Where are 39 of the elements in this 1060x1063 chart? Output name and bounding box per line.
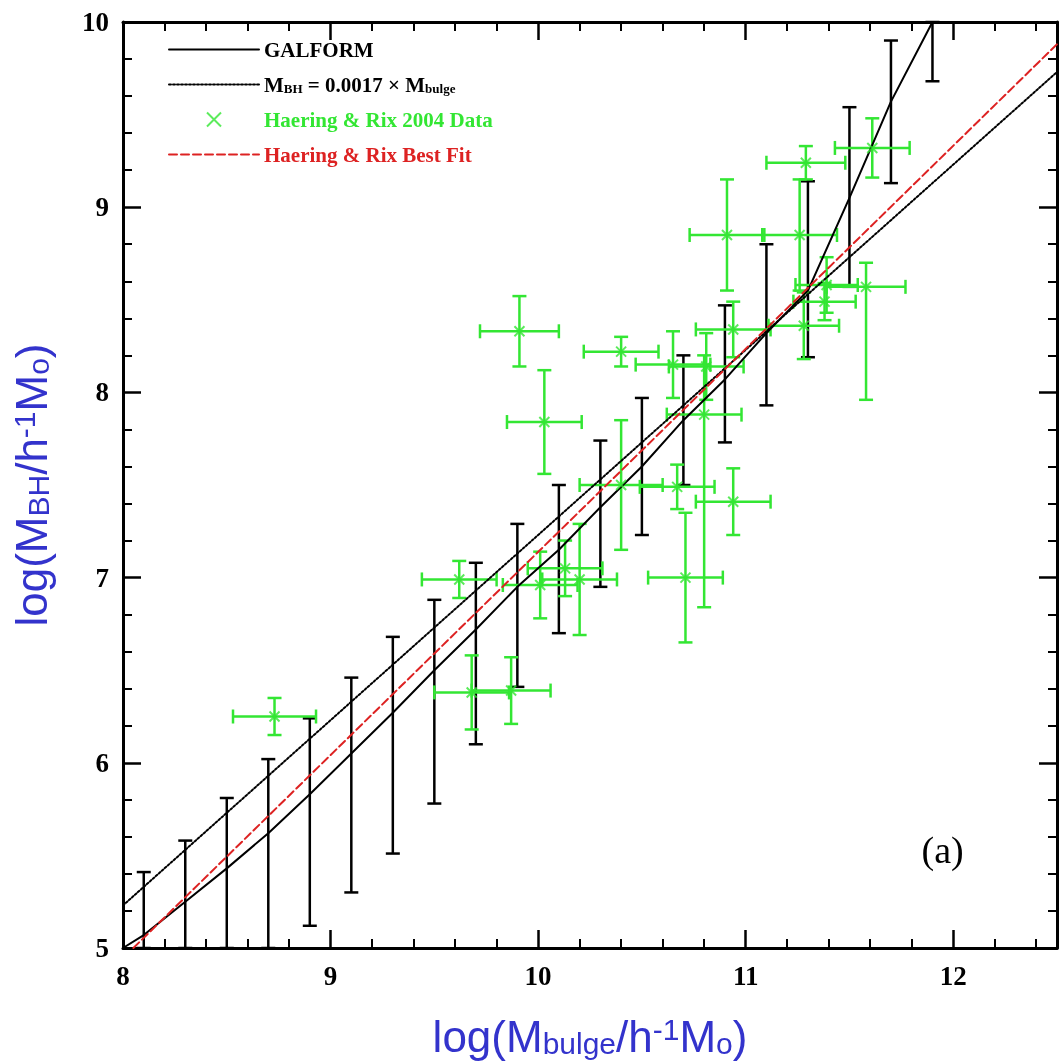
point bbox=[866, 141, 879, 154]
y-tick-label: 10 bbox=[82, 7, 109, 37]
point bbox=[505, 684, 518, 697]
point bbox=[818, 295, 831, 308]
point bbox=[720, 228, 733, 241]
x-tick-label: 11 bbox=[732, 960, 759, 991]
x-tick-label: 12 bbox=[939, 960, 967, 991]
point bbox=[793, 228, 806, 241]
x-tick-label: 9 bbox=[323, 960, 338, 991]
point bbox=[453, 573, 466, 586]
point bbox=[538, 416, 551, 429]
point bbox=[559, 562, 572, 575]
x-tick-label: 8 bbox=[116, 960, 130, 991]
point bbox=[727, 323, 740, 336]
y-tick-label: 7 bbox=[95, 562, 109, 593]
y-tick-label: 8 bbox=[95, 377, 109, 408]
point bbox=[513, 325, 526, 338]
point bbox=[465, 686, 478, 699]
legend-label: Haering & Rix Best Fit bbox=[264, 142, 472, 167]
y-tick-label: 9 bbox=[95, 192, 109, 223]
annotation: (a) bbox=[921, 829, 964, 873]
point bbox=[671, 480, 684, 493]
legend-label: GALFORM bbox=[264, 37, 374, 62]
point bbox=[799, 156, 812, 169]
point bbox=[268, 710, 281, 723]
point bbox=[615, 345, 628, 358]
legend-label: Haering & Rix 2004 Data bbox=[264, 107, 494, 132]
legend-label: MBH = 0.0017 × Mbulge bbox=[264, 72, 456, 97]
point bbox=[679, 571, 692, 584]
point bbox=[860, 280, 873, 293]
point bbox=[797, 319, 810, 332]
y-tick-label: 5 bbox=[95, 933, 109, 963]
x-tick-label: 10 bbox=[524, 960, 552, 991]
y-tick-label: 6 bbox=[95, 747, 109, 778]
y-axis-title: log(MBH/h-1Mo) bbox=[6, 343, 56, 627]
point bbox=[698, 408, 711, 421]
point bbox=[534, 579, 547, 592]
point bbox=[615, 479, 628, 491]
point bbox=[727, 495, 740, 508]
